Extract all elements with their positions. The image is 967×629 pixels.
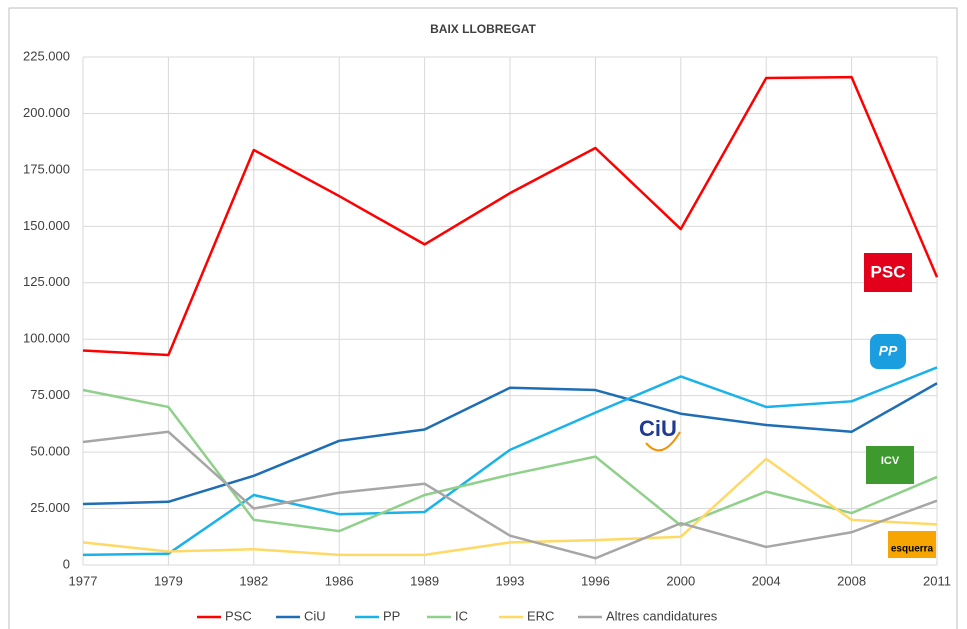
logo-pp bbox=[870, 334, 906, 369]
x-tick-label: 1993 bbox=[496, 573, 525, 588]
x-tick-label: 1982 bbox=[239, 573, 268, 588]
y-tick-label: 50.000 bbox=[30, 444, 70, 459]
y-tick-label: 25.000 bbox=[30, 500, 70, 515]
series-line bbox=[82, 75, 939, 357]
logo-pp-text: PP bbox=[879, 343, 898, 359]
x-tick-label: 1977 bbox=[69, 573, 98, 588]
series-line bbox=[82, 457, 938, 557]
legend-label: PSC bbox=[225, 608, 252, 623]
logo-ciu-text: CiU bbox=[639, 416, 677, 441]
series-line bbox=[82, 430, 938, 560]
x-tick-label: 2008 bbox=[837, 573, 866, 588]
series-line bbox=[82, 366, 938, 557]
legend-label: PP bbox=[383, 608, 400, 623]
y-tick-label: 200.000 bbox=[23, 105, 70, 120]
y-tick-label: 100.000 bbox=[23, 331, 70, 346]
x-tick-label: 2000 bbox=[666, 573, 695, 588]
y-tick-label: 150.000 bbox=[23, 218, 70, 233]
logo-psc-text: PSC bbox=[871, 262, 906, 281]
legend-label: CiU bbox=[304, 608, 326, 623]
y-tick-label: 175.000 bbox=[23, 161, 70, 176]
chart-title: BAIX LLOBREGAT bbox=[430, 22, 536, 36]
logo-icv-text: ICV bbox=[881, 455, 900, 467]
legend-label: Altres candidatures bbox=[606, 608, 718, 623]
x-tick-label: 2011 bbox=[923, 573, 951, 588]
logo-erc-text: esquerra bbox=[891, 544, 934, 555]
legend-label: ERC bbox=[527, 608, 554, 623]
x-tick-label: 1989 bbox=[410, 573, 439, 588]
legend-label: IC bbox=[455, 608, 468, 623]
x-tick-label: 1979 bbox=[154, 573, 183, 588]
logo-erc bbox=[888, 531, 936, 558]
logo-psc bbox=[864, 253, 912, 292]
y-tick-label: 225.000 bbox=[23, 48, 70, 63]
y-tick-label: 75.000 bbox=[30, 387, 70, 402]
x-tick-label: 1996 bbox=[581, 573, 610, 588]
y-tick-label: 0 bbox=[63, 556, 70, 571]
y-tick-label: 125.000 bbox=[23, 274, 70, 289]
logo-ciu-arc bbox=[645, 431, 681, 452]
x-tick-label: 1986 bbox=[325, 573, 354, 588]
x-tick-label: 2004 bbox=[752, 573, 781, 588]
chart-frame bbox=[8, 7, 958, 629]
logo-icv bbox=[866, 446, 914, 484]
